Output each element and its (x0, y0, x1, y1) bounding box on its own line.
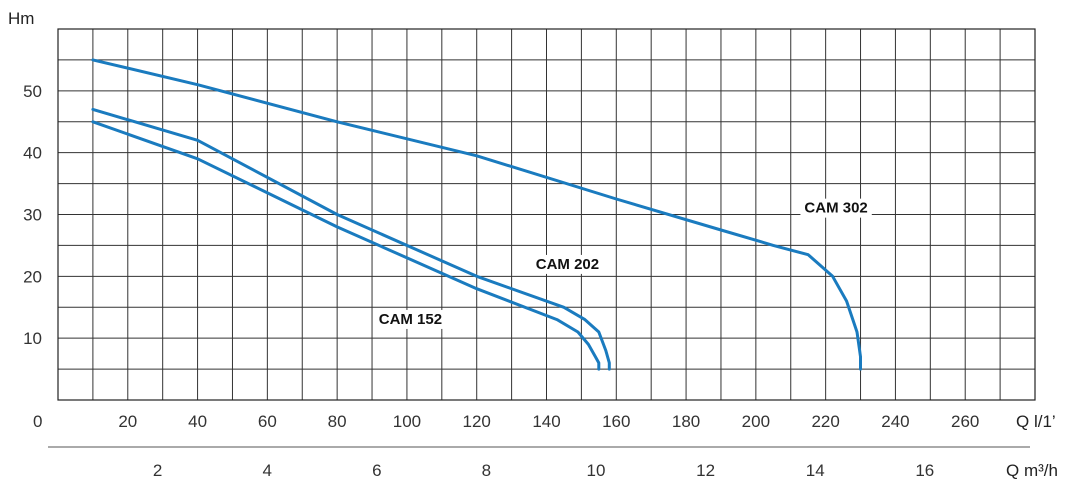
x2-tick-label: 4 (262, 461, 271, 480)
x2-tick-label: 12 (696, 461, 715, 480)
x-tick-label: 100 (393, 412, 421, 431)
tick-labels: 0 20 40 60 80 100 120 140 160 180 200 220 240 2601020… (23, 82, 979, 480)
x2-tick-label: 2 (153, 461, 162, 480)
x-tick-label: 140 (532, 412, 560, 431)
x-tick-label: 80 (328, 412, 347, 431)
y-tick-label: 20 (23, 267, 42, 286)
axes (48, 28, 1036, 448)
x2-tick-label: 8 (482, 461, 491, 480)
x2-tick-label: 14 (806, 461, 825, 480)
series-lines (91, 58, 862, 371)
x2-tick-label: 6 (372, 461, 381, 480)
x-tick-label: 220 (811, 412, 839, 431)
plot-frame (57, 28, 1036, 401)
series-label-cam-202: CAM 202 (536, 256, 599, 273)
x-tick-label: 240 (881, 412, 909, 431)
series-labels: CAM 302 CAM 202 CAM 152 (374, 198, 872, 329)
x-tick-label: 160 (602, 412, 630, 431)
x2-axis-label: Q m³/h (1006, 461, 1058, 480)
x2-tick-label: 16 (915, 461, 934, 480)
series-line-cam-152 (91, 120, 601, 371)
x-tick-label: 0 (33, 412, 42, 431)
series-label-cam-152: CAM 152 (379, 311, 442, 328)
grid (58, 29, 1035, 400)
y-tick-label: 30 (23, 206, 42, 225)
x-tick-label: 180 (672, 412, 700, 431)
series-line-cam-202 (91, 107, 611, 371)
y-tick-label: 40 (23, 144, 42, 163)
series-line-cam-302 (91, 58, 862, 371)
y-axis-label: Hm (8, 9, 34, 28)
x2-tick-label: 10 (587, 461, 606, 480)
series-label-background (800, 198, 872, 218)
x-tick-label: 260 (951, 412, 979, 431)
x-axis-label: Q l/1’ (1016, 412, 1056, 431)
x-tick-label: 60 (258, 412, 277, 431)
x-tick-label: 20 (118, 412, 137, 431)
x-tick-label: 200 (742, 412, 770, 431)
x-tick-label: 120 (463, 412, 491, 431)
series-label-background (374, 309, 447, 329)
y-tick-label: 50 (23, 82, 42, 101)
series-label-cam-302: CAM 302 (804, 200, 867, 217)
y-tick-label: 10 (23, 329, 42, 348)
series-label-background (531, 254, 604, 274)
x-tick-label: 40 (188, 412, 207, 431)
